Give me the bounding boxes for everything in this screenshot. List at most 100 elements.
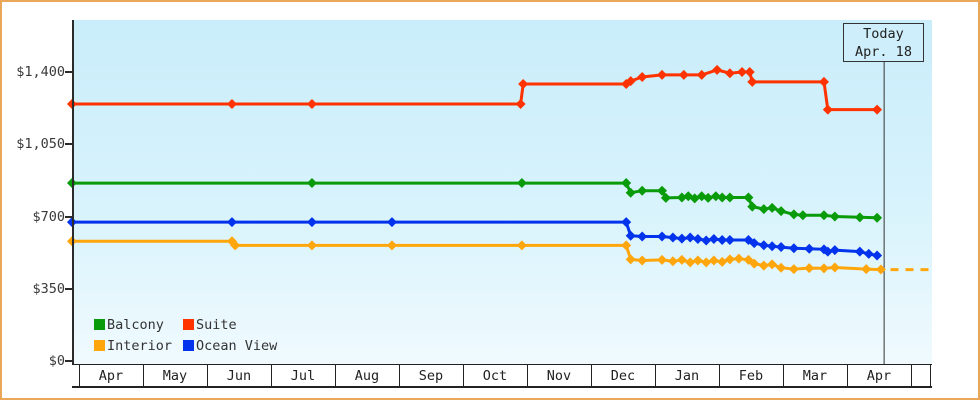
month-cell-border [847,365,848,386]
ocean-view-point-marker [306,217,317,228]
interior-point-marker [230,240,241,251]
suite-point-marker [737,67,748,77]
interior-point-marker [692,255,703,266]
suite-point-marker [696,69,707,80]
suite-point-marker [66,98,77,109]
interior-point-marker [685,257,696,268]
y-tick-label: $700 [32,208,65,225]
legend-label-suite: Suite [196,316,237,333]
month-cell-border [335,365,336,386]
legend-row: Balcony Suite [94,314,277,335]
month-label-mar-11: Mar [802,368,828,384]
y-tick-mark [65,143,74,146]
month-cell-border [527,365,528,386]
today-box: Today Apr. 18 [843,23,924,62]
ocean-view-point-marker [692,234,703,245]
suite-point-marker [822,104,833,115]
suite-point-marker [818,76,829,87]
ocean-view-point-marker [767,241,778,252]
legend-label-interior: Interior [107,337,173,354]
balcony-point-marker [767,202,778,213]
month-label-may-1: May [162,368,188,384]
month-label-jun-2: Jun [226,368,252,384]
ocean-view-point-marker [863,248,874,259]
month-cell-border [719,365,720,386]
interior-point-marker [788,264,799,275]
balcony-point-marker [637,185,648,196]
today-label: Today [863,26,904,42]
interior-point-marker [818,263,829,274]
balcony-point-marker [703,192,714,203]
balcony-point-marker [854,212,865,223]
interior-point-marker [676,254,687,265]
y-tick-mark [65,360,74,362]
suite-point-marker [625,76,636,87]
month-cell-border [271,365,272,386]
interior-point-marker [621,240,632,251]
x-axis-month-row: Apr May Jun Jul Aug Sep Oct Nov Dec Jan Feb Mar Apr [72,364,932,388]
month-label-aug-4: Aug [354,368,380,384]
interior-point-marker [667,256,678,267]
ocean-view-point-marker [724,235,735,246]
balcony-color-swatch [94,319,105,330]
interior-point-marker [861,264,872,275]
suite-point-marker [712,64,723,75]
ocean-view-line [72,220,878,257]
month-cell-border [143,365,144,386]
ocean-view-point-marker [776,242,787,253]
month-cell-border [655,365,656,386]
month-label-sep-5: Sep [418,368,444,384]
balcony-point-marker [66,178,77,189]
interior-point-marker [66,236,77,247]
legend: Balcony Suite Interior Ocean View [94,314,277,356]
month-label-jul-3: Jul [290,368,316,384]
balcony-point-marker [724,192,735,203]
y-tick-label: $350 [32,280,65,297]
interior-point-marker [516,240,527,251]
legend-item-interior: Interior [94,338,183,354]
legend-row: Interior Ocean View [94,335,277,356]
ocean-view-point-marker [637,231,648,242]
y-tick-label: $0 [48,353,65,369]
interior-point-marker [708,255,719,266]
month-label-dec-8: Dec [610,368,636,384]
interior-point-marker [804,263,815,274]
ocean-view-point-marker [758,240,769,251]
month-cell-border [79,365,80,386]
y-tick-mark [65,71,74,73]
suite-point-marker [637,71,648,82]
interior-point-marker [829,262,840,273]
suite-point-marker [226,98,237,109]
y-tick-mark [65,287,74,290]
balcony-point-marker [743,192,754,203]
y-tick-mark [65,215,74,218]
balcony-point-marker [829,211,840,222]
interior-point-marker [776,262,787,273]
suite-point-marker [657,69,668,80]
balcony-point-marker [776,206,787,217]
ocean-view-point-marker [676,233,687,244]
balcony-point-marker [872,212,883,223]
month-cell-border [911,365,912,386]
month-label-apr-12: Apr [866,368,892,384]
suite-point-marker [747,76,758,87]
interior-point-marker [657,254,668,265]
ocean-view-point-marker [717,235,728,246]
interior-point-marker [749,258,760,269]
ocean-view-point-marker [829,245,840,256]
balcony-point-marker [516,178,527,189]
suite-line [72,68,878,112]
interior-point-marker [386,240,397,251]
interior-point-marker [637,255,648,266]
interior-point-marker [758,260,769,271]
balcony-point-marker [818,210,829,221]
interior-point-marker [306,240,317,251]
suite-point-marker [678,69,689,80]
month-cell-border [399,365,400,386]
suite-point-marker [724,68,735,79]
ocean-view-color-swatch [183,340,194,351]
balcony-point-marker [621,178,632,189]
balcony-point-marker [788,209,799,220]
